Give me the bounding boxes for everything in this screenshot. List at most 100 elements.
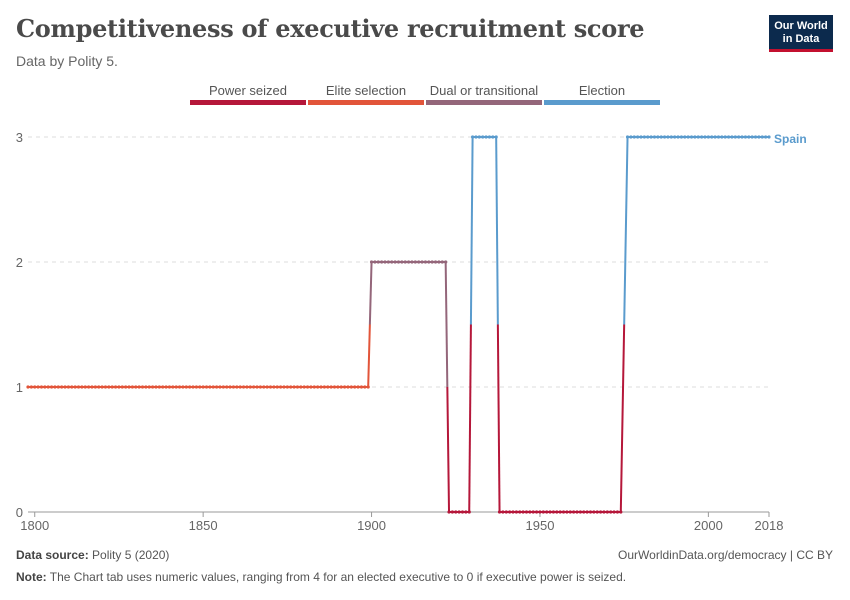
transition-line	[444, 261, 449, 388]
data-point	[26, 385, 30, 389]
data-point	[437, 260, 441, 264]
data-point	[464, 510, 468, 514]
data-point	[605, 510, 609, 514]
data-point	[568, 510, 572, 514]
x-tick-label: 2018	[755, 518, 784, 533]
data-point	[137, 385, 141, 389]
data-point	[218, 385, 222, 389]
transition-line	[623, 136, 629, 325]
data-point	[110, 385, 114, 389]
data-point	[29, 385, 33, 389]
data-point	[457, 510, 461, 514]
transition-line	[446, 386, 451, 513]
data-point	[713, 135, 717, 139]
data-point	[703, 135, 707, 139]
data-point	[343, 385, 347, 389]
data-point	[107, 385, 111, 389]
data-point	[181, 385, 185, 389]
legend-swatch	[426, 100, 542, 105]
source-text[interactable]: Polity 5 (2020)	[92, 548, 170, 562]
data-point	[208, 385, 212, 389]
data-point	[629, 135, 633, 139]
data-point	[612, 510, 616, 514]
data-point	[386, 260, 390, 264]
data-point	[198, 385, 202, 389]
data-point	[56, 385, 60, 389]
data-point	[659, 135, 663, 139]
data-point	[558, 510, 562, 514]
data-point	[420, 260, 424, 264]
data-point	[504, 510, 508, 514]
data-point	[305, 385, 310, 389]
data-point	[238, 385, 242, 389]
data-point	[154, 385, 158, 389]
data-point	[548, 510, 552, 514]
data-point	[326, 385, 330, 389]
data-point	[484, 135, 488, 139]
data-point	[225, 385, 229, 389]
credit-link[interactable]: OurWorldinData.org/democracy | CC BY	[618, 548, 833, 562]
data-point	[221, 385, 225, 389]
data-point	[578, 510, 582, 514]
data-point	[447, 510, 451, 514]
legend-label: Elite selection	[326, 83, 406, 98]
data-point	[161, 385, 165, 389]
data-point	[700, 135, 704, 139]
transition-line	[495, 136, 499, 325]
data-point	[403, 260, 407, 264]
data-point	[649, 135, 653, 139]
data-point	[636, 135, 640, 139]
data-point	[100, 385, 104, 389]
data-point	[33, 385, 37, 389]
data-point	[157, 385, 161, 389]
data-point	[63, 385, 67, 389]
data-point	[363, 385, 367, 389]
data-point	[528, 510, 532, 514]
data-point	[279, 385, 283, 389]
data-point	[666, 135, 670, 139]
data-point	[329, 385, 333, 389]
data-point	[83, 385, 87, 389]
y-tick-label: 1	[16, 380, 23, 395]
data-point	[117, 385, 121, 389]
data-point	[151, 385, 155, 389]
data-point	[134, 385, 138, 389]
data-point	[602, 510, 606, 514]
data-point	[188, 385, 192, 389]
data-point	[575, 510, 579, 514]
data-point	[49, 385, 54, 389]
legend-swatch	[308, 100, 424, 105]
data-point	[289, 385, 293, 389]
data-point	[450, 510, 454, 514]
data-point	[632, 135, 636, 139]
data-point	[390, 260, 394, 264]
data-point	[561, 510, 566, 514]
owid-logo[interactable]: Our World in Data	[769, 15, 833, 52]
data-point	[120, 385, 124, 389]
data-point	[440, 260, 444, 264]
data-point	[130, 385, 135, 389]
data-point	[262, 385, 266, 389]
chart-subtitle: Data by Polity 5.	[16, 53, 118, 69]
data-point	[639, 135, 643, 139]
data-point	[474, 135, 478, 139]
data-point	[255, 385, 259, 389]
data-point	[753, 135, 758, 139]
data-point	[407, 260, 411, 264]
data-point	[676, 135, 680, 139]
x-tick-label: 1950	[526, 518, 555, 533]
data-point	[683, 135, 687, 139]
data-point	[322, 385, 326, 389]
data-point	[551, 510, 556, 514]
line-chart: Power seized Elite selection Dual or trans…	[16, 83, 807, 533]
data-point	[70, 385, 74, 389]
data-point	[228, 385, 232, 389]
data-point	[481, 135, 485, 139]
data-point	[501, 510, 505, 514]
data-point	[531, 510, 535, 514]
data-point	[733, 135, 737, 139]
data-point	[460, 510, 465, 514]
data-point	[184, 385, 188, 389]
data-point	[427, 260, 431, 264]
data-point	[689, 135, 694, 139]
